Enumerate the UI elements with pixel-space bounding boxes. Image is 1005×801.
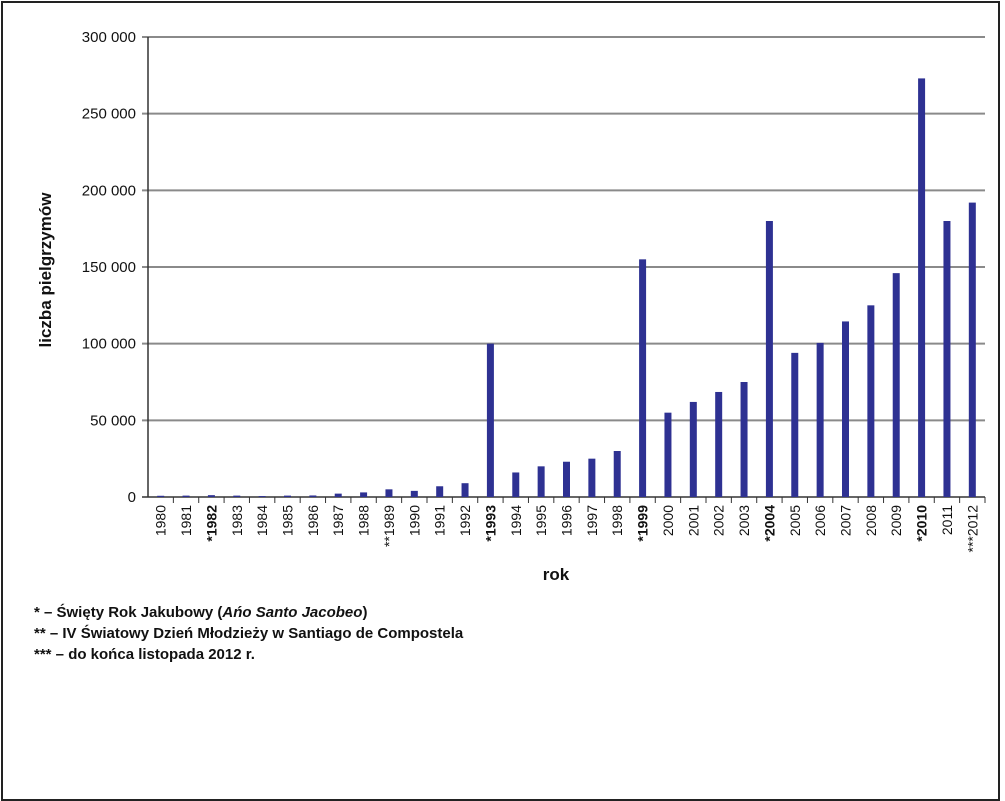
x-tick-label: 1997 — [584, 505, 600, 536]
bar-1995 — [537, 466, 545, 497]
y-axis-label: liczba pielgrzymów — [36, 192, 55, 348]
bar-2011 — [943, 221, 951, 497]
footnote-1: * – Święty Rok Jakubowy (Ańo Santo Jacob… — [34, 602, 463, 623]
x-tick-label: 1998 — [609, 505, 625, 536]
x-tick-label: 2008 — [863, 505, 879, 536]
bar-1981 — [182, 495, 190, 497]
bar-1999 — [639, 259, 647, 497]
x-tick-label: 1991 — [432, 505, 448, 536]
y-tick-label: 150 000 — [82, 259, 136, 276]
x-tick-label: 2011 — [939, 505, 955, 535]
x-tick-label: 1996 — [559, 505, 575, 536]
footnote-1-prefix: * – Święty Rok Jakubowy ( — [34, 604, 223, 621]
x-tick-label: *2004 — [761, 505, 777, 542]
y-tick-label: 50 000 — [90, 412, 136, 429]
bar-2001 — [689, 401, 697, 497]
x-tick-label: 1992 — [457, 505, 473, 536]
x-tick-label: 1986 — [305, 505, 321, 536]
gridlines — [142, 36, 986, 503]
x-tick-label: **1989 — [381, 505, 397, 547]
x-tick-label: 2001 — [685, 505, 701, 536]
x-tick-label: *1993 — [482, 505, 498, 542]
x-tick-label: 1988 — [356, 505, 372, 536]
x-tick-label: 1980 — [153, 505, 169, 536]
x-tick-label: 1995 — [533, 505, 549, 536]
bar-1988 — [360, 492, 368, 497]
bar-1994 — [512, 472, 520, 497]
x-tick-label: 2000 — [660, 505, 676, 536]
x-tick-label: 1985 — [280, 505, 296, 536]
bar-1982 — [207, 495, 215, 497]
x-tick-label: 1994 — [508, 505, 524, 536]
footnote-1-suffix: ) — [362, 604, 368, 621]
bar-1980 — [157, 495, 165, 497]
bar-1983 — [233, 495, 241, 497]
bar-1998 — [613, 451, 621, 497]
footnote-3: *** – do końca listopada 2012 r. — [34, 646, 255, 663]
bar-1992 — [461, 483, 469, 497]
y-tick-label: 0 — [128, 489, 136, 506]
bar-2010 — [918, 78, 926, 498]
bar-1987 — [334, 493, 342, 497]
footnote-1-italic: Ańo Santo Jacobeo — [222, 604, 363, 621]
bar-2007 — [842, 321, 849, 497]
y-tick-label: 300 000 — [82, 29, 136, 46]
bar-2009 — [892, 273, 900, 497]
x-tick-label: 1990 — [406, 505, 422, 536]
x-axis-label: rok — [543, 565, 570, 584]
x-tick-label: *1999 — [635, 505, 651, 542]
y-tick-labels: 0 50 000 100 000 150 000 200 000 250 000 300 0… — [82, 29, 136, 506]
x-tick-label: 1987 — [330, 505, 346, 536]
x-tick-label: 2009 — [888, 505, 904, 536]
bar-2002 — [715, 391, 723, 497]
x-tick-label: 2006 — [812, 505, 828, 536]
x-tick-label: 1984 — [254, 505, 270, 536]
x-tick-label: *2010 — [914, 505, 930, 542]
x-tick-label: 2002 — [711, 505, 727, 536]
y-tick-label: 100 000 — [82, 336, 136, 353]
y-tick-label: 200 000 — [82, 182, 136, 199]
bar-2003 — [740, 382, 748, 497]
bar-1986 — [309, 495, 317, 497]
bar-1989 — [385, 489, 393, 497]
bar-1996 — [563, 461, 570, 497]
x-tick-label: ***2012 — [964, 505, 980, 553]
bar-2005 — [791, 352, 799, 497]
bar-1993 — [486, 343, 494, 497]
y-tick-label: 250 000 — [82, 106, 136, 123]
x-tick-label: 2003 — [736, 505, 752, 536]
bar-chart: 0 50 000 100 000 150 000 200 000 250 000 300 0… — [36, 29, 986, 584]
bar-2008 — [867, 305, 875, 497]
bar-2000 — [664, 412, 672, 497]
x-tick-labels: 1980 1981 *1982 1983 1984 1985 1986 1987 1988 **1… — [153, 505, 981, 553]
footnote-2: ** – IV Światowy Dzień Młodzieży w Santi… — [34, 625, 464, 642]
x-tick-label: 1983 — [229, 505, 245, 536]
bar-1991 — [436, 486, 444, 497]
bar-1984 — [258, 496, 266, 497]
x-tick-label: 2007 — [838, 505, 854, 536]
x-tick-label: 1981 — [178, 505, 194, 536]
bar-2006 — [816, 342, 824, 497]
x-tick-label: *1982 — [203, 505, 219, 542]
bar-2004 — [765, 221, 773, 497]
bar-1990 — [410, 490, 418, 497]
bar-1997 — [588, 458, 596, 497]
bars — [157, 78, 976, 498]
bar-1985 — [284, 495, 291, 497]
bar-2012 — [968, 202, 976, 497]
x-tick-label: 2005 — [787, 505, 803, 536]
footnotes: * – Święty Rok Jakubowy (Ańo Santo Jacob… — [34, 602, 463, 665]
